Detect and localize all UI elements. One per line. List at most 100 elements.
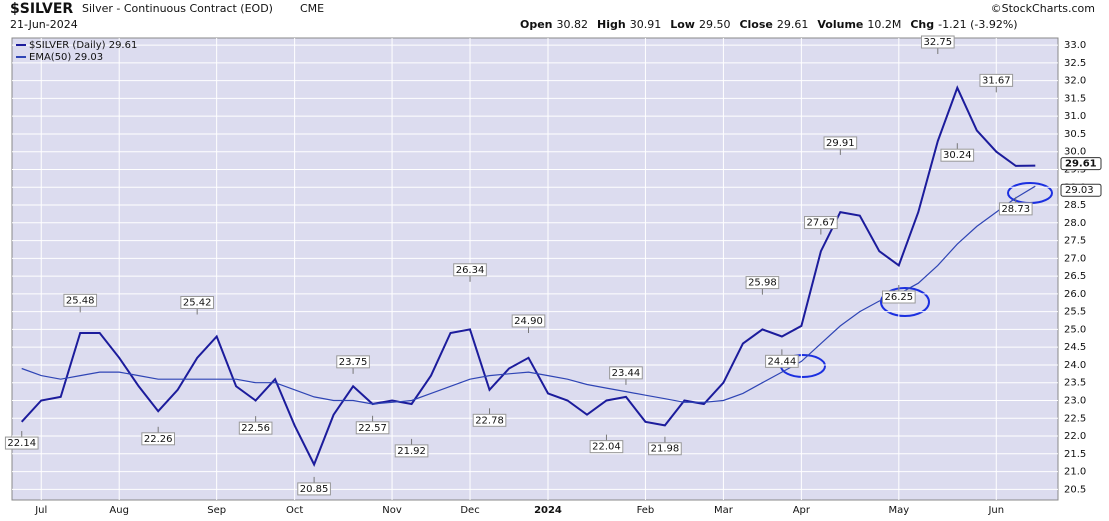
series-line (20, 85, 1036, 467)
y-tick-label: 27.5 (1064, 236, 1086, 247)
quote-value: 29.50 (699, 18, 731, 31)
extreme-label: 30.24 (943, 150, 972, 161)
extreme-box (920, 35, 955, 49)
extreme-box (63, 293, 98, 307)
x-tick-label: Feb (637, 505, 655, 516)
extreme-label: 24.44 (768, 356, 797, 367)
legend-label: EMA(50) 29.03 (29, 52, 103, 63)
x-tick-label: Mar (714, 505, 734, 516)
extreme-box (336, 355, 370, 369)
y-tick-label: 26.0 (1064, 289, 1086, 300)
y-tick-label: 21.5 (1064, 449, 1086, 460)
extreme-label: 29.91 (826, 138, 855, 149)
highlight (880, 287, 930, 317)
last-tag (1060, 157, 1102, 171)
y-tick-label: 22.0 (1064, 431, 1086, 442)
x-tick-label: Nov (382, 505, 402, 516)
y-tick-label: 20.5 (1064, 484, 1086, 495)
extreme-box (394, 444, 429, 458)
y-tick-label: 21.0 (1064, 467, 1086, 478)
quote-label: High (597, 18, 626, 31)
extreme-label: 25.42 (183, 297, 212, 308)
extreme-label: 22.26 (144, 434, 173, 445)
extreme-label: 25.98 (748, 278, 777, 289)
last-tag (1060, 183, 1102, 197)
extreme-label: 27.67 (807, 218, 836, 229)
extreme-label: 22.14 (7, 438, 36, 449)
y-tick-label: 31.5 (1064, 93, 1086, 104)
quote-value: 30.82 (557, 18, 589, 31)
series-line (21, 185, 1036, 405)
x-tick-label: Jun (987, 505, 1004, 516)
quote-label: Low (670, 18, 695, 31)
extreme-label: 22.56 (241, 423, 270, 434)
extreme-box (940, 148, 975, 162)
y-tick-label: 23.5 (1064, 378, 1086, 389)
source: ©StockCharts.com (991, 2, 1095, 15)
extreme-label: 32.75 (923, 37, 952, 48)
extreme-label: 28.73 (1001, 204, 1030, 215)
extreme-box (453, 263, 487, 277)
extreme-box (804, 216, 838, 230)
x-tick-label: Jul (34, 505, 47, 516)
extreme-box (998, 202, 1033, 216)
y-tick-label: 25.5 (1064, 307, 1086, 318)
y-tick-label: 32.0 (1064, 76, 1086, 87)
quote-value: -1.21 (-3.92%) (938, 18, 1017, 31)
extreme-label: 21.98 (651, 444, 680, 455)
y-tick-label: 23.0 (1064, 395, 1086, 406)
quote-value: 29.61 (777, 18, 809, 31)
extreme-label: 22.78 (475, 415, 504, 426)
extreme-box (589, 440, 624, 454)
extreme-box (882, 290, 916, 304)
extreme-box (979, 73, 1014, 87)
extreme-box (4, 436, 39, 450)
extreme-label: 26.25 (885, 292, 914, 303)
extreme-box (141, 432, 175, 446)
extreme-label: 21.92 (397, 446, 426, 457)
x-tick-label: Apr (793, 505, 811, 516)
y-tick-label: 28.0 (1064, 218, 1086, 229)
extreme-label: 23.75 (339, 357, 368, 368)
extreme-box (609, 366, 643, 380)
extreme-box (238, 421, 273, 435)
extreme-box (765, 354, 799, 368)
quote-value: 10.2M (867, 18, 901, 31)
instrument-name: Silver - Continuous Contract (EOD) (82, 2, 273, 15)
extreme-box (472, 413, 507, 427)
y-tick-label: 30.5 (1064, 129, 1086, 140)
last-label: 29.61 (1065, 159, 1097, 170)
y-tick-label: 26.5 (1064, 271, 1086, 282)
date: 21-Jun-2024 (10, 18, 78, 31)
symbol: $SILVER (10, 1, 73, 17)
extreme-box (648, 442, 682, 456)
y-tick-label: 24.0 (1064, 360, 1086, 371)
y-tick-label: 31.0 (1064, 111, 1086, 122)
quote-label: Volume (817, 18, 863, 31)
y-tick-label: 25.0 (1064, 324, 1086, 335)
extreme-label: 31.67 (982, 75, 1011, 86)
extreme-label: 23.44 (612, 368, 641, 379)
extreme-label: 20.85 (300, 484, 329, 495)
y-tick-label: 33.0 (1064, 40, 1086, 51)
y-tick-label: 32.5 (1064, 58, 1086, 69)
extreme-box (511, 314, 546, 328)
extreme-box (180, 295, 214, 309)
extreme-box (297, 482, 331, 496)
y-tick-label: 27.0 (1064, 253, 1086, 264)
quote-label: Close (739, 18, 772, 31)
plot-area (11, 37, 1059, 501)
exchange: CME (300, 2, 324, 15)
last-label: 29.03 (1065, 185, 1094, 196)
extreme-label: 25.48 (66, 295, 95, 306)
extreme-label: 22.04 (592, 442, 621, 453)
x-tick-label: Oct (286, 505, 303, 516)
x-tick-label: Aug (109, 505, 129, 516)
extreme-label: 26.34 (456, 265, 485, 276)
quote-label: Open (520, 18, 553, 31)
extreme-box (745, 276, 780, 290)
quote-label: Chg (910, 18, 934, 31)
x-tick-label: Sep (207, 505, 226, 516)
